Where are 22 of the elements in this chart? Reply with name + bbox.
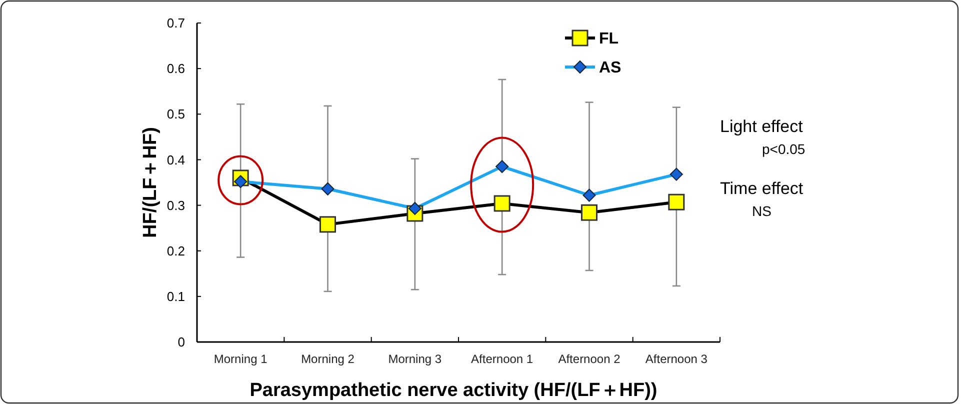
y-tick-label: 0.2 [166, 243, 185, 258]
y-tick-label: 0.7 [166, 16, 185, 31]
y-tick-label: 0.6 [166, 61, 185, 76]
y-axis-title: HF/(LF＋HF) [140, 127, 161, 238]
y-tick-label: 0 [178, 334, 185, 350]
annotation: Light effect [720, 117, 804, 136]
text: NS [752, 203, 772, 219]
text: p<0.05 [762, 141, 806, 157]
annotation: Time effect [720, 179, 804, 198]
y-tick-label: 0.5 [166, 106, 185, 122]
x-axis-title: Parasympathetic nerve activity (HF/(LF＋HF)) [250, 380, 658, 401]
x-tick-label: Morning 1 [214, 352, 268, 366]
x-tick-label: Afternoon 3 [645, 352, 708, 366]
legend-label: FL [599, 30, 619, 48]
y-tick-label: 0.4 [166, 152, 185, 168]
x-tick-label: Morning 3 [388, 352, 442, 366]
y-tick-label: 0.3 [166, 198, 185, 213]
x-tick-label: Morning 2 [301, 352, 355, 366]
y-tick-label: 0.1 [166, 288, 185, 304]
legend-label: AS [599, 60, 622, 77]
x-tick-label: Afternoon 2 [558, 352, 621, 366]
x-tick-label: Afternoon 1 [471, 352, 534, 366]
